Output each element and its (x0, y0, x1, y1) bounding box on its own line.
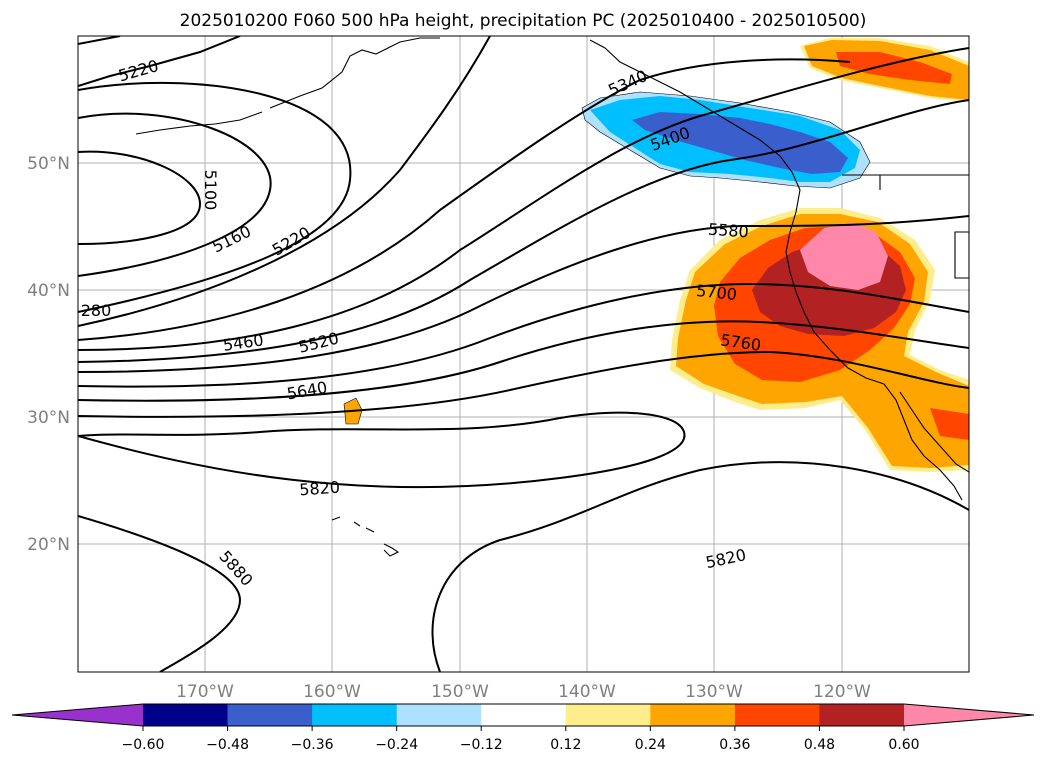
colorbar-segment (565, 704, 651, 726)
contour-5580 (78, 215, 969, 373)
lon-labels: 170°W 160°W 150°W 140°W 130°W 120°W (176, 682, 871, 702)
precip-south-red (930, 408, 969, 440)
lat-labels: 50°N 40°N 30°N 20°N (27, 154, 70, 555)
contour-5160 (78, 112, 272, 277)
contour-5820-closed (78, 411, 686, 489)
colorbar-tick-label: 0.60 (888, 737, 919, 753)
map-frame (77, 35, 970, 673)
lon-label-140w: 140°W (558, 682, 616, 702)
lon-label-170w: 170°W (176, 682, 234, 702)
colorbar-tick-label: −0.36 (291, 737, 334, 753)
gulf-of-california (899, 391, 969, 473)
contour-5520 (78, 99, 969, 363)
height-contours (78, 36, 969, 672)
lon-label-130w: 130°W (685, 682, 743, 702)
lat-label-50n: 50°N (27, 154, 70, 174)
contour-5100 (78, 150, 202, 245)
contour-label: 280 (81, 301, 112, 320)
border-lines (842, 174, 969, 279)
contour-5700 (78, 320, 969, 402)
colorbar-tick-label: −0.24 (375, 737, 418, 753)
contour-5220 (78, 81, 352, 313)
contour-5880 (78, 515, 242, 672)
bc-coast (589, 39, 801, 213)
colorbar-ticks: −0.60 −0.48 −0.36 −0.24 −0.12 0.12 0.24 0.36 0.4… (122, 726, 920, 753)
figure-title: 2025010200 F060 500 hPa height, precipit… (180, 11, 867, 31)
colorbar-tick-label: 0.48 (804, 737, 835, 753)
contour-5460 (78, 47, 969, 351)
baja-coast (883, 383, 963, 501)
colorbar-tick-label: −0.12 (460, 737, 503, 753)
colorbar-segment (819, 704, 905, 726)
colorbar-tick-label: −0.60 (122, 737, 165, 753)
contour-label: 5820 (299, 478, 341, 500)
alaska-peninsula-coast (269, 37, 440, 109)
contour-5760 (78, 350, 969, 418)
contour-5820-south (431, 461, 969, 672)
hawaii-islands (331, 516, 400, 557)
precip-negative-region (581, 91, 871, 189)
coastlines (135, 37, 969, 557)
contour-label: 5700 (695, 281, 737, 304)
colorbar-extend-min (12, 704, 143, 726)
colorbar: −0.60 −0.48 −0.36 −0.24 −0.12 0.12 0.24 0.36 0.4… (11, 703, 1035, 753)
precip-pink (800, 222, 888, 290)
us-west-coast (785, 211, 885, 385)
precip-ne-red (836, 52, 952, 84)
contour-label: 5100 (201, 170, 220, 211)
lat-label-20n: 20°N (27, 535, 70, 555)
lat-label-40n: 40°N (27, 281, 70, 301)
lon-label-120w: 120°W (813, 682, 871, 702)
colorbar-tick-label: −0.48 (206, 737, 249, 753)
contour-5640 (78, 282, 969, 388)
lon-label-160w: 160°W (303, 682, 361, 702)
colorbar-segments (11, 703, 1035, 727)
precip-royal-blue (632, 112, 848, 174)
colorbar-tick-label: 0.36 (719, 737, 750, 753)
colorbar-segment (227, 704, 313, 726)
lon-label-150w: 150°W (431, 682, 489, 702)
contour-5340 (78, 36, 491, 327)
colorbar-extend-max (904, 704, 1034, 726)
contour-label: 5580 (707, 220, 749, 242)
colorbar-tick-label: 0.12 (550, 737, 581, 753)
colorbar-segment (143, 704, 229, 726)
contour-5220-top (78, 36, 241, 87)
lat-label-30n: 30°N (27, 408, 70, 428)
map-panel: 5220 5100 5160 5220 280 5460 5520 5640 5… (27, 35, 970, 702)
contour-5280-top (78, 36, 121, 45)
colorbar-segment (650, 704, 736, 726)
colorbar-segment (734, 704, 820, 726)
colorbar-segment (481, 704, 567, 726)
colorbar-tick-label: 0.24 (635, 737, 666, 753)
colorbar-segment (396, 704, 482, 726)
colorbar-segment (312, 704, 398, 726)
contour-5400 (78, 58, 851, 341)
